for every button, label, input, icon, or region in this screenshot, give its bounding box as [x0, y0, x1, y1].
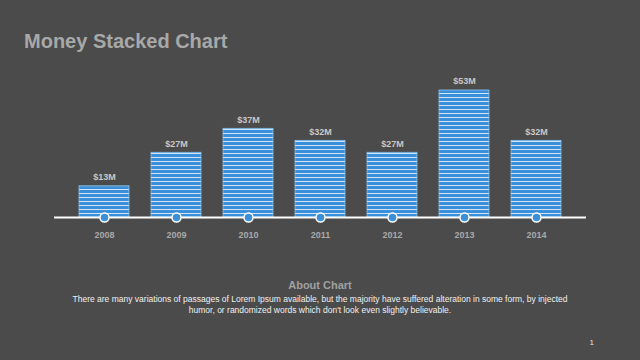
html-text:Money Stacked Chart: Money Stacked Chart: [24, 30, 228, 52]
svg-text:2010: 2010: [238, 230, 258, 240]
svg-text:$32M: $32M: [309, 127, 332, 137]
svg-text:2009: 2009: [166, 230, 186, 240]
svg-text:$13M: $13M: [93, 172, 116, 182]
svg-text:$32M: $32M: [525, 127, 548, 137]
svg-text:2008: 2008: [94, 230, 114, 240]
svg-text:2013: 2013: [454, 230, 474, 240]
svg-text:$53M: $53M: [453, 76, 476, 86]
svg-text:$27M: $27M: [381, 139, 404, 149]
html-text:About Chart: About Chart: [288, 279, 352, 291]
svg-text:2011: 2011: [311, 230, 331, 240]
svg-text:$37M: $37M: [237, 115, 260, 125]
svg-text:$27M: $27M: [165, 139, 188, 149]
svg-text:2012: 2012: [382, 230, 402, 240]
html-text:1: 1: [589, 338, 594, 347]
html-text:There are many variations of p: There are many variations of passages of…: [72, 294, 568, 315]
svg-text:2014: 2014: [526, 230, 546, 240]
